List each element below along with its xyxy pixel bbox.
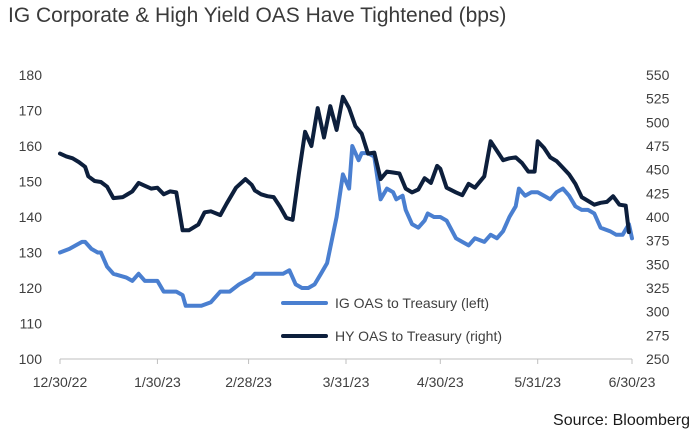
series-layer xyxy=(58,94,634,308)
x-tick-label: 3/31/23 xyxy=(323,374,370,390)
y-right-tick-label: 550 xyxy=(646,67,670,83)
y-left-tick-label: 140 xyxy=(19,209,43,225)
y-right-tick-label: 300 xyxy=(646,304,670,320)
y-right-tick-label: 475 xyxy=(646,138,670,154)
x-tick-label: 5/31/23 xyxy=(514,374,561,390)
y-left-tick-label: 180 xyxy=(19,67,43,83)
y-left-tick-label: 100 xyxy=(19,351,43,367)
x-tick-label: 2/28/23 xyxy=(225,374,272,390)
y-right-tick-label: 325 xyxy=(646,280,670,296)
y-left-tick-label: 120 xyxy=(19,280,43,296)
y-left-tick-label: 130 xyxy=(19,245,43,261)
series-line-hy xyxy=(58,94,631,235)
y-left-tick-label: 150 xyxy=(19,174,43,190)
y-right-tick-label: 450 xyxy=(646,162,670,178)
x-tick-label: 6/30/23 xyxy=(609,374,656,390)
x-tick-label: 1/30/23 xyxy=(134,374,181,390)
y-left-tick-label: 110 xyxy=(20,316,43,332)
series-line-ig xyxy=(58,144,634,308)
chart-title: IG Corporate & High Yield OAS Have Tight… xyxy=(8,4,507,27)
legend-label: IG OAS to Treasury (left) xyxy=(335,295,489,311)
x-tick-label: 4/30/23 xyxy=(417,374,464,390)
y-right-tick-label: 500 xyxy=(646,114,670,130)
y-left-tick-label: 160 xyxy=(19,138,43,154)
y-left-tick-label: 170 xyxy=(19,103,43,119)
y-right-tick-label: 350 xyxy=(646,256,670,272)
legend: IG OAS to Treasury (left) HY OAS to Treas… xyxy=(281,295,502,344)
x-tick-label: 12/30/22 xyxy=(33,374,88,390)
y-right-tick-label: 425 xyxy=(646,185,670,201)
axes: 100 110 120 130 140 150 160 170 180 250 275 300 325 3… xyxy=(19,67,670,390)
y-right-tick-label: 400 xyxy=(646,209,670,225)
y-right-tick-label: 525 xyxy=(646,91,670,107)
y-right-tick-label: 250 xyxy=(646,351,670,367)
y-right-tick-label: 375 xyxy=(646,233,670,249)
legend-label: HY OAS to Treasury (right) xyxy=(335,328,502,344)
y-right-tick-label: 275 xyxy=(646,327,670,343)
source-note: Source: Bloomberg xyxy=(553,412,690,429)
